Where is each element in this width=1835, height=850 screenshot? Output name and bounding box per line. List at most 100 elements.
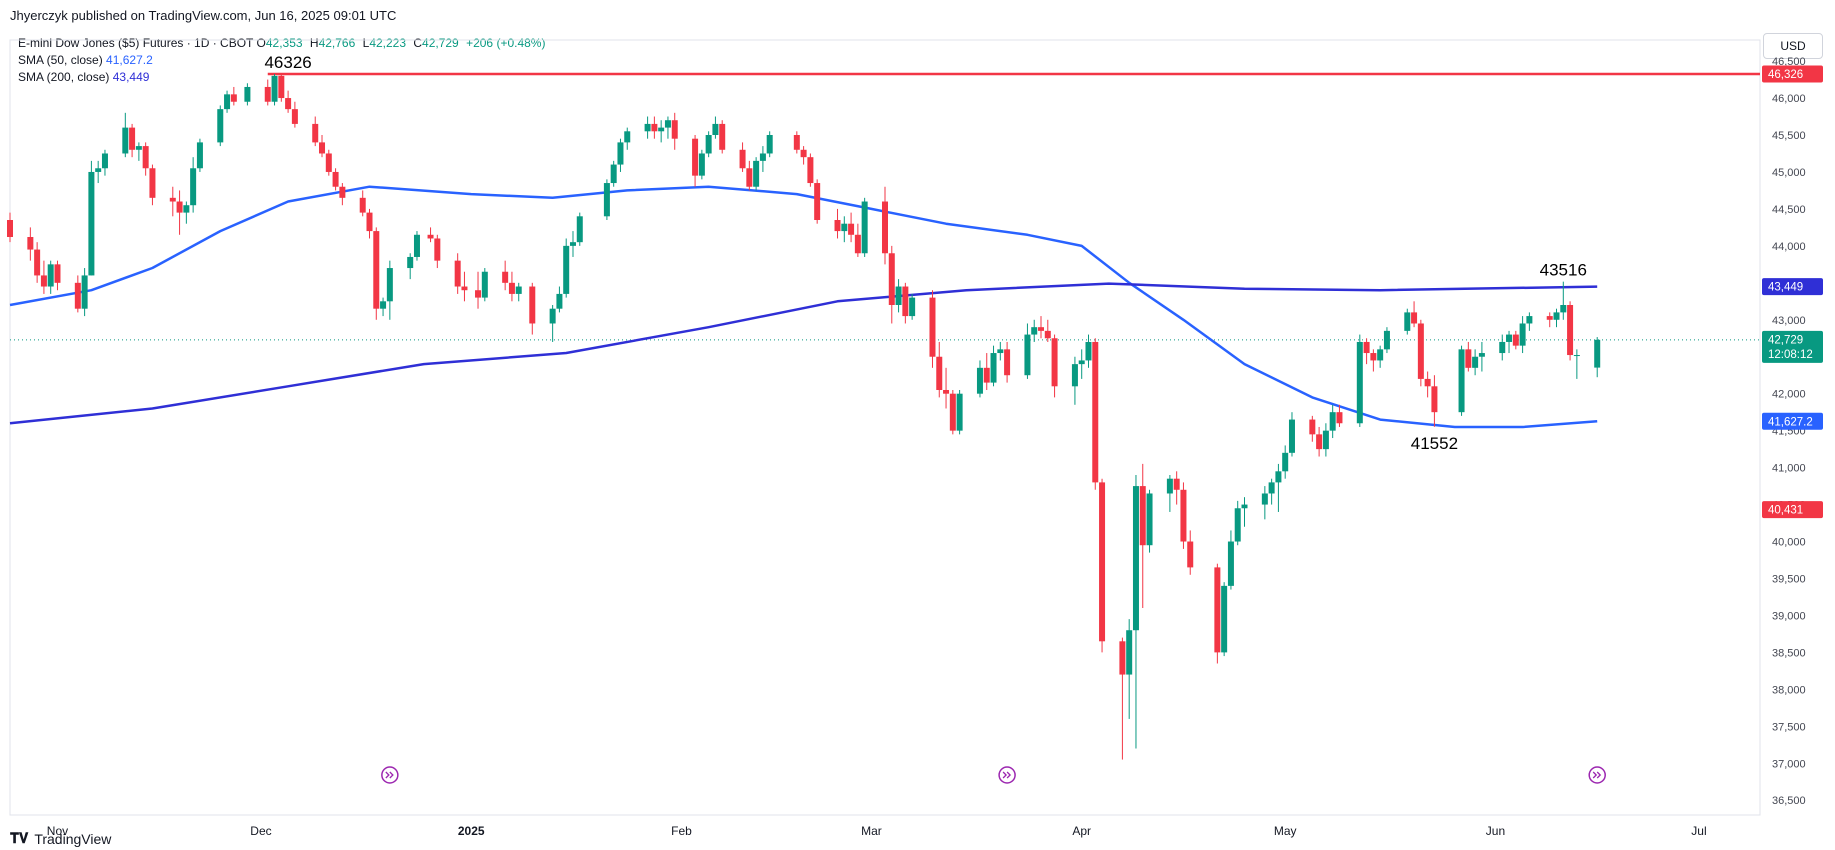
candle[interactable] <box>753 157 760 191</box>
candle[interactable] <box>861 197 868 257</box>
candle[interactable] <box>1288 412 1295 457</box>
candle[interactable] <box>841 216 848 243</box>
candle[interactable] <box>610 160 617 187</box>
candle[interactable] <box>1512 330 1519 350</box>
candle[interactable] <box>1478 341 1485 372</box>
candle[interactable] <box>1092 338 1099 490</box>
candle[interactable] <box>1383 327 1390 354</box>
candle[interactable] <box>705 131 712 158</box>
candle[interactable] <box>135 142 142 161</box>
candle[interactable] <box>413 231 420 261</box>
candle[interactable] <box>1139 463 1146 609</box>
candle[interactable] <box>1241 497 1248 527</box>
candle[interactable] <box>27 227 34 261</box>
event-marker-icon[interactable] <box>1588 766 1606 784</box>
candle[interactable] <box>624 127 631 150</box>
candle[interactable] <box>461 271 468 302</box>
candle[interactable] <box>1356 334 1363 427</box>
candle[interactable] <box>854 223 861 257</box>
candle[interactable] <box>1085 334 1092 368</box>
candle[interactable] <box>807 153 814 187</box>
candle[interactable] <box>1594 337 1601 378</box>
candle[interactable] <box>373 227 380 320</box>
candle[interactable] <box>603 179 610 220</box>
candle[interactable] <box>949 390 956 435</box>
candle[interactable] <box>1024 323 1031 379</box>
candle[interactable] <box>929 290 936 368</box>
candle[interactable] <box>1180 482 1187 549</box>
candle[interactable] <box>380 297 387 317</box>
candle[interactable] <box>888 245 895 324</box>
candle[interactable] <box>7 212 13 243</box>
candle[interactable] <box>834 208 841 239</box>
candle[interactable] <box>1166 475 1173 512</box>
candle[interactable] <box>1187 530 1194 575</box>
candle[interactable] <box>997 341 1004 361</box>
candle[interactable] <box>217 105 224 147</box>
candle[interactable] <box>956 390 963 435</box>
candle[interactable] <box>319 135 326 158</box>
candle[interactable] <box>122 112 129 158</box>
candle[interactable] <box>1071 356 1078 405</box>
candle[interactable] <box>101 149 108 176</box>
candle[interactable] <box>644 116 651 139</box>
candle[interactable] <box>1227 530 1234 590</box>
candle[interactable] <box>569 231 576 257</box>
sma50-line[interactable] <box>9 185 1598 429</box>
candle[interactable] <box>454 253 461 294</box>
candle[interactable] <box>1336 404 1343 427</box>
candle[interactable] <box>549 305 556 342</box>
candle[interactable] <box>848 212 855 243</box>
candle[interactable] <box>1044 319 1051 342</box>
candle[interactable] <box>1038 316 1045 339</box>
candle[interactable] <box>339 183 346 206</box>
candle[interactable] <box>1282 445 1289 479</box>
sma200-line[interactable] <box>9 282 1598 425</box>
candle[interactable] <box>1363 338 1370 365</box>
candle[interactable] <box>332 168 339 191</box>
candle[interactable] <box>1309 415 1316 442</box>
candle[interactable] <box>909 293 916 320</box>
candle[interactable] <box>1132 475 1139 749</box>
candle[interactable] <box>814 179 821 224</box>
candle[interactable] <box>1573 349 1580 379</box>
candle[interactable] <box>576 212 583 246</box>
candle[interactable] <box>74 275 81 313</box>
candle[interactable] <box>1234 500 1241 546</box>
candle[interactable] <box>169 186 176 217</box>
candle[interactable] <box>698 149 705 180</box>
candle[interactable] <box>1051 334 1058 398</box>
candle[interactable] <box>1546 312 1553 328</box>
candle[interactable] <box>976 360 983 398</box>
candle[interactable] <box>47 260 54 294</box>
candle[interactable] <box>617 138 624 172</box>
candle[interactable] <box>556 286 563 313</box>
candle[interactable] <box>943 367 950 409</box>
candle[interactable] <box>1322 423 1329 457</box>
sma200-legend[interactable]: SMA (200, close) 43,449 <box>18 69 545 86</box>
candle[interactable] <box>983 353 990 390</box>
candle[interactable] <box>1553 308 1560 328</box>
candle[interactable] <box>1465 341 1472 372</box>
candle[interactable] <box>1316 426 1323 457</box>
candle[interactable] <box>658 120 665 143</box>
candle[interactable] <box>990 345 997 387</box>
candle[interactable] <box>312 116 319 147</box>
candle[interactable] <box>230 86 237 106</box>
candle[interactable] <box>1417 319 1424 387</box>
candle[interactable] <box>142 142 149 176</box>
candle[interactable] <box>651 116 658 139</box>
candle[interactable] <box>54 260 61 291</box>
candle[interactable] <box>1377 345 1384 368</box>
candle[interactable] <box>359 190 366 217</box>
candle[interactable] <box>902 282 909 324</box>
candle[interactable] <box>1031 319 1038 342</box>
candle[interactable] <box>508 271 515 302</box>
candle[interactable] <box>407 253 414 280</box>
candle[interactable] <box>712 116 719 139</box>
candle[interactable] <box>1119 637 1126 760</box>
candle[interactable] <box>34 242 41 283</box>
candle[interactable] <box>563 238 570 298</box>
candle[interactable] <box>183 201 190 224</box>
